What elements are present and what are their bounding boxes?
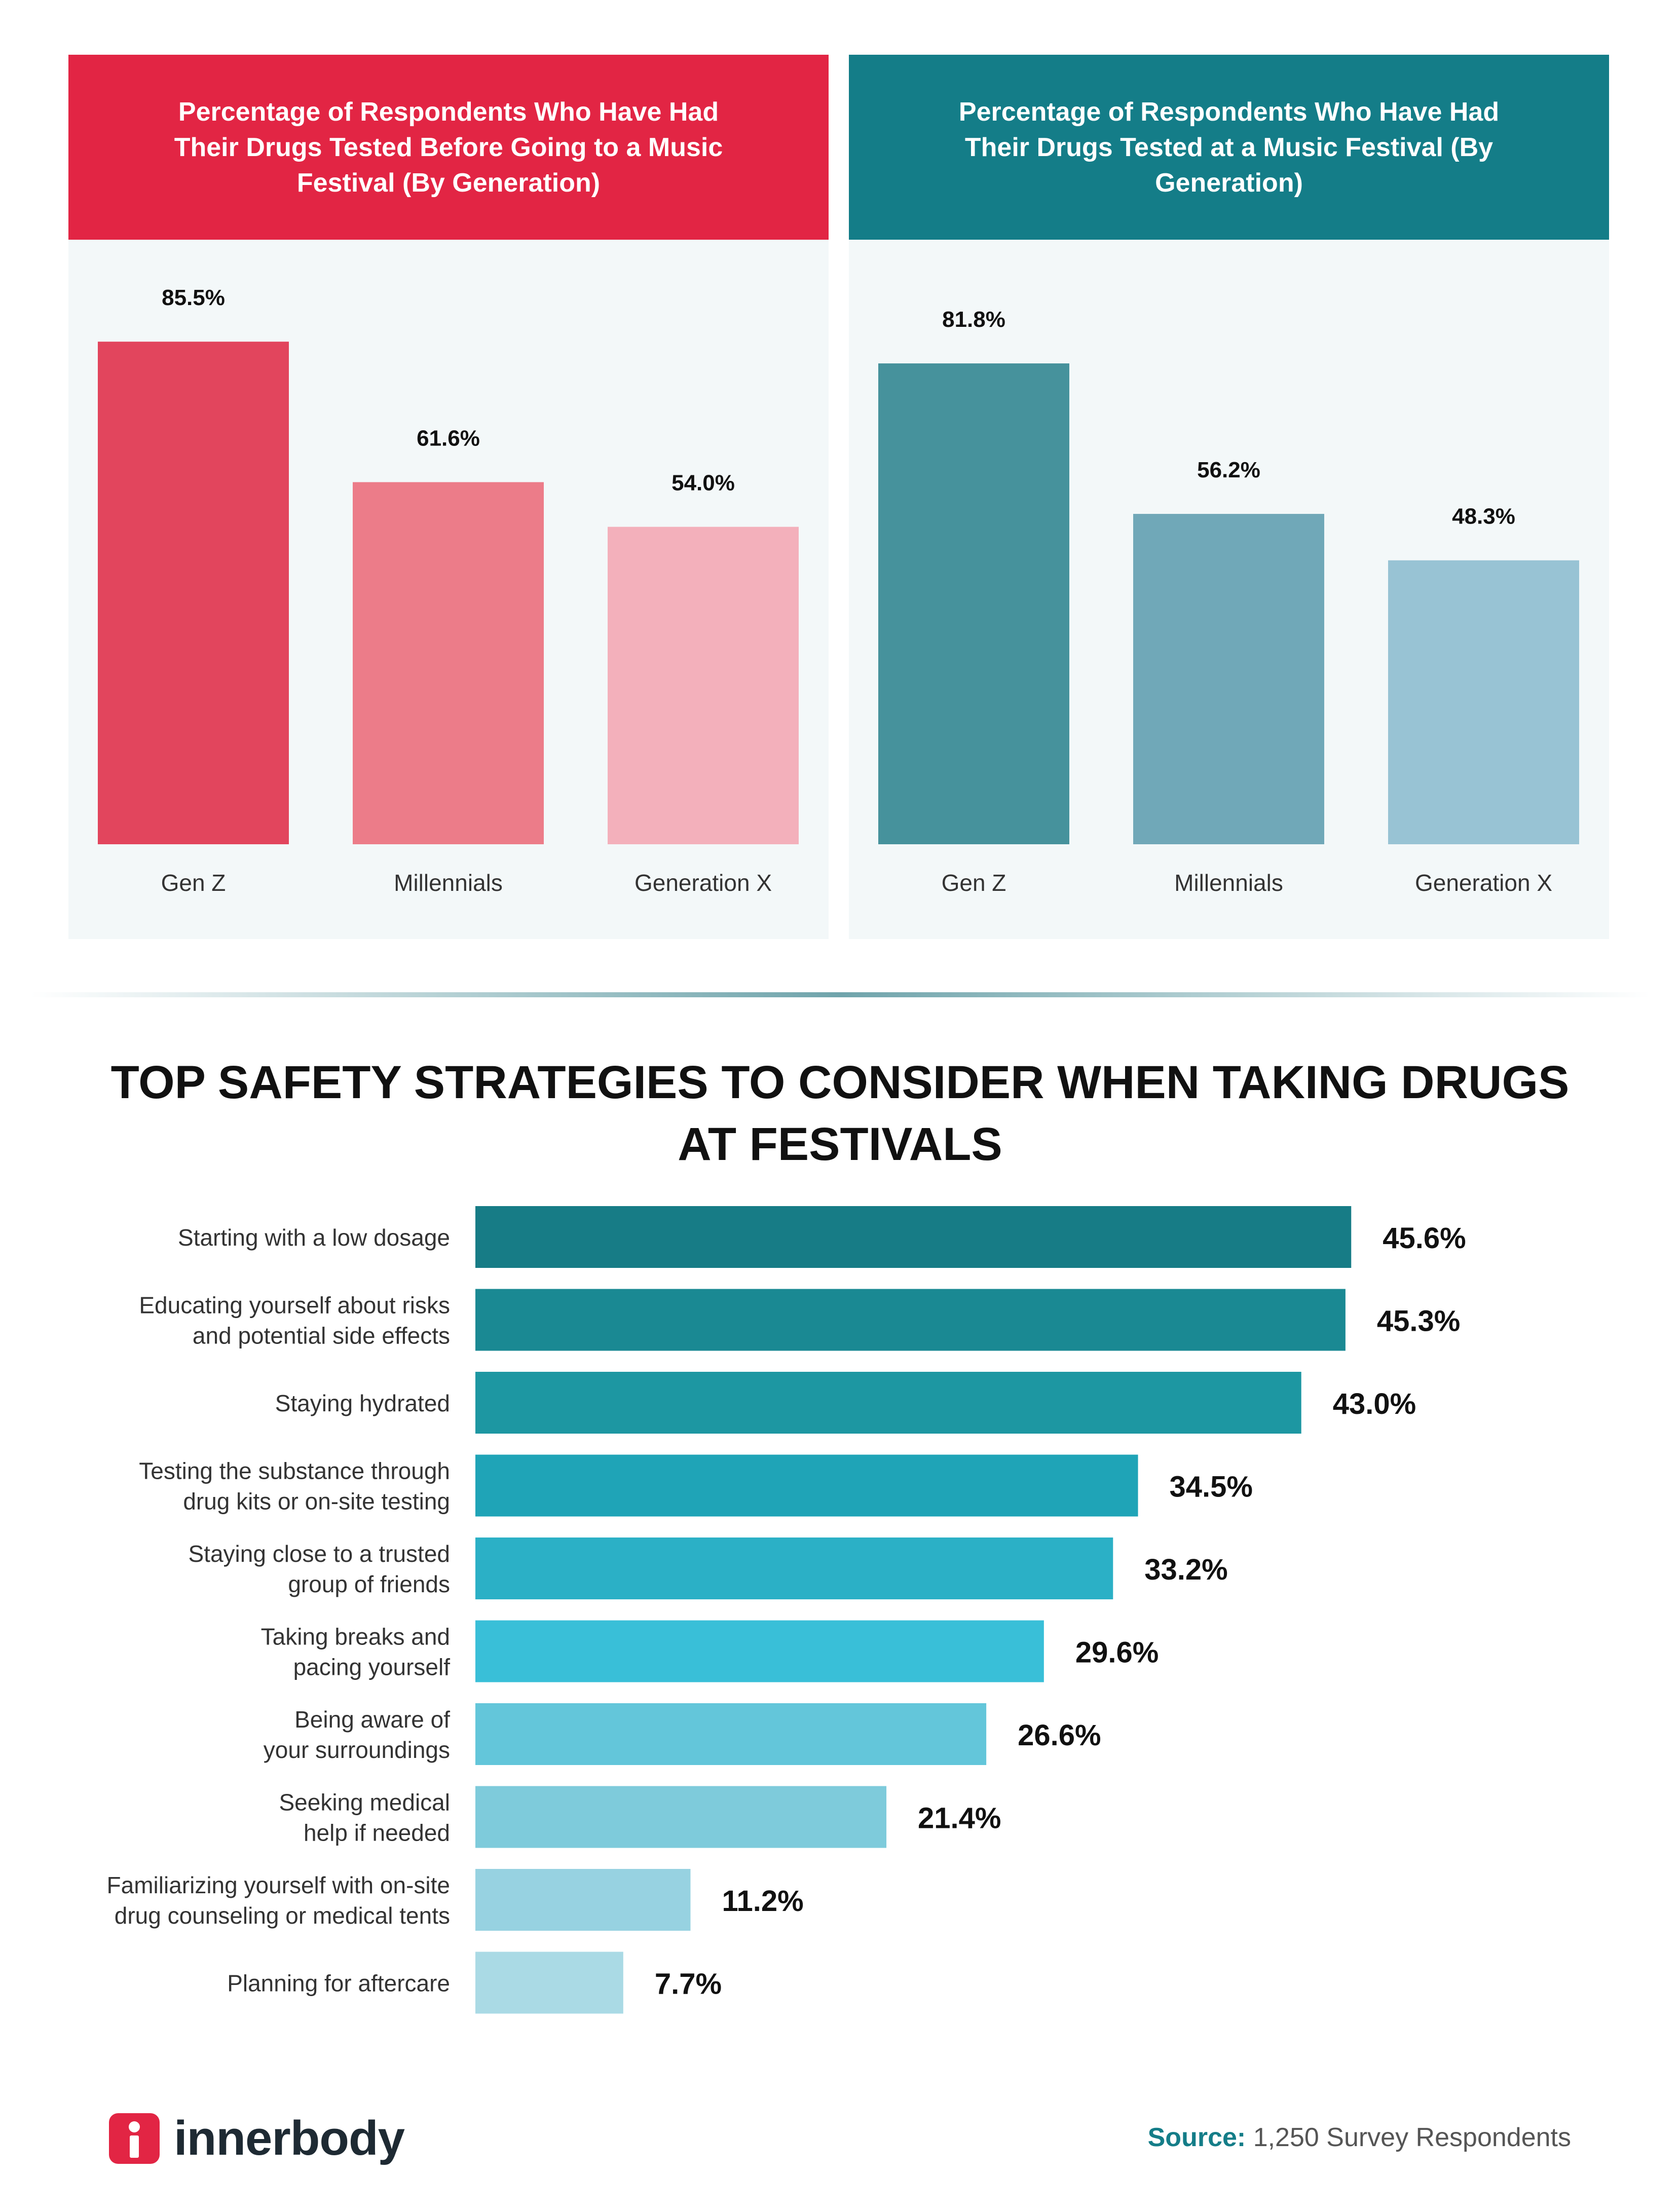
source-text: 1,250 Survey Respondents <box>1253 2123 1571 2152</box>
strategy-value-label-2: 45.3% <box>1377 1305 1460 1338</box>
strategy-category-label-2: Educating yourself about risks and potent… <box>139 1292 450 1349</box>
strategy-category-label-10: Planning for aftercare <box>227 1970 450 1997</box>
before-festival-category-label-3: Generation X <box>634 870 772 896</box>
strategy-bar-6 <box>475 1620 1044 1682</box>
strategy-category-label-4: Testing the substance through drug kits o… <box>139 1458 450 1515</box>
safety-strategies-title: TOP SAFETY STRATEGIES TO CONSIDER WHEN T… <box>110 1057 1570 1170</box>
at-festival-bar-2 <box>1133 514 1324 844</box>
bar-chart-at-festival: 81.8% Gen Z 56.2% Millennials 48.3% Generatio… <box>878 307 1579 896</box>
innerbody-logo: innerbody <box>109 2111 405 2166</box>
strategy-value-label-8: 21.4% <box>918 1802 1001 1835</box>
bar-chart-before-festival: 85.5% Gen Z 61.6% Millennials 54.0% Generatio… <box>98 285 799 896</box>
strategy-bar-2 <box>475 1289 1346 1351</box>
strategy-bar-5 <box>475 1538 1113 1599</box>
chart-panel-at-festival: Percentage of Respondents Who Have Had T… <box>849 55 1609 939</box>
strategy-category-label-3: Staying hydrated <box>275 1390 450 1416</box>
source-label: Source: <box>1147 2123 1246 2152</box>
at-festival-bar-3 <box>1388 560 1579 844</box>
before-festival-bar-2 <box>353 482 544 844</box>
strategy-value-label-1: 45.6% <box>1383 1222 1466 1255</box>
at-festival-value-label-3: 48.3% <box>1452 504 1515 529</box>
strategy-bar-9 <box>475 1869 691 1931</box>
strategy-bar-1 <box>475 1206 1352 1268</box>
strategy-bar-7 <box>475 1703 987 1765</box>
strategy-value-label-5: 33.2% <box>1144 1553 1227 1586</box>
chart-title-at-festival: Percentage of Respondents Who Have Had T… <box>849 55 1609 240</box>
strategy-value-label-6: 29.6% <box>1075 1636 1159 1669</box>
strategy-category-label-8: Seeking medical help if needed <box>279 1789 450 1846</box>
strategy-category-label-1: Starting with a low dosage <box>178 1224 450 1251</box>
strategy-value-label-9: 11.2% <box>722 1885 803 1918</box>
strategy-bar-4 <box>475 1454 1138 1517</box>
strategy-value-label-4: 34.5% <box>1170 1471 1253 1504</box>
strategy-bar-3 <box>475 1372 1301 1434</box>
strategy-category-label-5: Staying close to a trusted group of frien… <box>188 1541 450 1597</box>
before-festival-category-label-1: Gen Z <box>161 870 226 896</box>
safety-strategies-bar-chart: 45.6% Starting with a low dosage 45.3% Educ… <box>107 1206 1466 2014</box>
before-festival-bar-1 <box>98 342 289 844</box>
at-festival-category-label-3: Generation X <box>1415 870 1552 896</box>
before-festival-bar-3 <box>608 527 799 844</box>
section-divider <box>30 992 1650 997</box>
source-note: Source: 1,250 Survey Respondents <box>1148 2122 1571 2153</box>
at-festival-value-label-2: 56.2% <box>1197 458 1260 482</box>
strategy-bar-8 <box>475 1786 887 1848</box>
chart-panel-before-festival: Percentage of Respondents Who Have Had T… <box>68 55 829 939</box>
at-festival-category-label-1: Gen Z <box>942 870 1006 896</box>
before-festival-category-label-2: Millennials <box>394 870 503 896</box>
at-festival-value-label-1: 81.8% <box>942 307 1005 332</box>
before-festival-value-label-3: 54.0% <box>671 471 735 496</box>
innerbody-logo-icon <box>109 2113 160 2164</box>
before-festival-value-label-2: 61.6% <box>417 426 480 451</box>
strategy-value-label-3: 43.0% <box>1333 1388 1416 1420</box>
strategy-category-label-6: Taking breaks and pacing yourself <box>261 1624 451 1680</box>
at-festival-bar-1 <box>878 363 1069 844</box>
before-festival-value-label-1: 85.5% <box>162 285 225 310</box>
at-festival-category-label-2: Millennials <box>1174 870 1283 896</box>
strategy-value-label-7: 26.6% <box>1018 1719 1101 1752</box>
strategy-category-label-9: Familiarizing yourself with on-site drug … <box>107 1872 450 1929</box>
brand-name: innerbody <box>174 2111 405 2165</box>
strategy-bar-10 <box>475 1952 623 2014</box>
chart-title-before-festival: Percentage of Respondents Who Have Had T… <box>68 55 829 240</box>
strategy-value-label-10: 7.7% <box>655 1968 722 2001</box>
strategy-category-label-7: Being aware of your surroundings <box>264 1706 450 1763</box>
